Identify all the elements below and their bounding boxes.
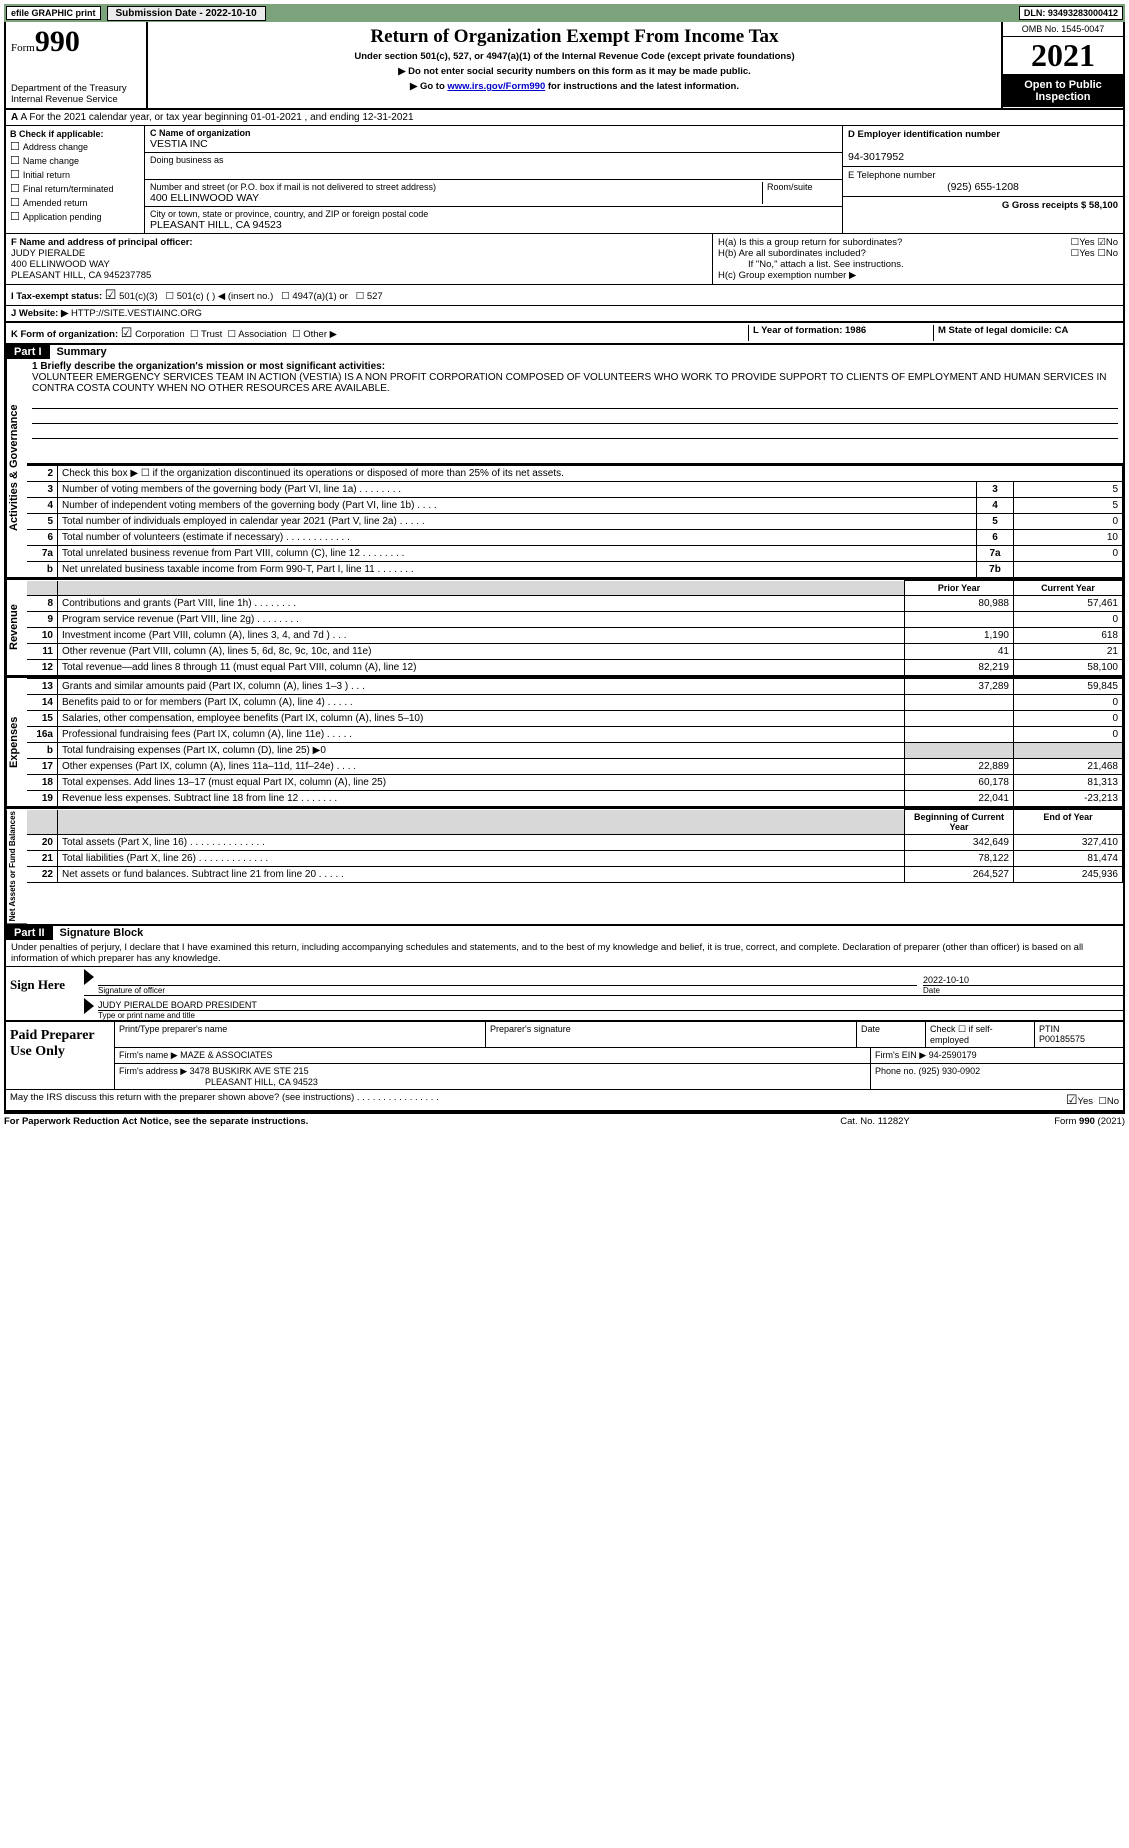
cat-number: Cat. No. 11282Y — [775, 1116, 975, 1127]
part-1-body-net: Net Assets or Fund Balances Beginning of… — [6, 807, 1123, 924]
org-name: VESTIA INC — [150, 138, 837, 150]
ein-value: 94-3017952 — [848, 151, 904, 163]
page-footer: For Paperwork Reduction Act Notice, see … — [4, 1114, 1125, 1129]
paid-preparer-block: Paid Preparer Use Only Print/Type prepar… — [6, 1020, 1123, 1089]
revenue-table: Prior Year Current Year 8Contributions a… — [27, 580, 1123, 676]
col-c-org-info: C Name of organization VESTIA INC Doing … — [145, 126, 842, 233]
chk-corp[interactable]: ☑ — [121, 325, 133, 340]
row-a-tax-year: A A For the 2021 calendar year, or tax y… — [6, 110, 1123, 126]
org-address: 400 ELLINWOOD WAY — [150, 192, 762, 204]
org-city: PLEASANT HILL, CA 94523 — [150, 219, 837, 231]
arrow-icon — [84, 998, 94, 1014]
chk-final[interactable]: Final return/terminated — [10, 182, 140, 195]
top-bar: efile GRAPHIC print Submission Date - 20… — [4, 4, 1125, 22]
form-prefix: Form — [11, 42, 35, 54]
firm-address: 3478 BUSKIRK AVE STE 215 — [190, 1066, 309, 1076]
side-revenue: Revenue — [6, 580, 27, 676]
col-d-e-g: D Employer identification number 94-3017… — [842, 126, 1123, 233]
chk-name[interactable]: Name change — [10, 154, 140, 167]
omb-number: OMB No. 1545-0047 — [1003, 22, 1123, 37]
state-domicile: M State of legal domicile: CA — [938, 325, 1068, 336]
row-j-website: J Website: ▶ HTTP://SITE.VESTIAINC.ORG — [6, 305, 1123, 321]
irs-label: Internal Revenue Service — [11, 94, 141, 105]
tax-year: 2021 — [1003, 37, 1123, 75]
netassets-table: Beginning of Current Year End of Year 20… — [27, 809, 1123, 883]
open-public-badge: Open to Public Inspection — [1003, 75, 1123, 107]
discuss-yesno[interactable]: ☑Yes ☐No — [1066, 1092, 1119, 1108]
row-f-h: F Name and address of principal officer:… — [6, 233, 1123, 284]
sign-here-row: Sign Here Signature of officer 2022-10-1… — [6, 966, 1123, 1020]
ptin-value: P00185575 — [1039, 1034, 1085, 1044]
form-header: Form990 Department of the Treasury Inter… — [6, 22, 1123, 110]
chk-application[interactable]: Application pending — [10, 210, 140, 223]
mission-box: 1 Briefly describe the organization's mi… — [27, 359, 1123, 465]
side-governance: Activities & Governance — [6, 359, 27, 578]
row-i-tax-status: I Tax-exempt status: ☑ 501(c)(3) ☐ 501(c… — [6, 284, 1123, 305]
efile-label: efile GRAPHIC print — [6, 6, 101, 20]
header-center: Return of Organization Exempt From Incom… — [148, 22, 1001, 108]
side-expenses: Expenses — [6, 678, 27, 807]
paid-prep-label: Paid Preparer Use Only — [6, 1022, 115, 1089]
firm-phone: Phone no. (925) 930-0902 — [871, 1064, 1123, 1089]
form-container: Form990 Department of the Treasury Inter… — [4, 22, 1125, 1114]
sig-date: 2022-10-10 — [923, 975, 1123, 985]
part-1-body-rev: Revenue Prior Year Current Year 8Contrib… — [6, 578, 1123, 676]
arrow-icon — [84, 969, 94, 985]
chk-initial[interactable]: Initial return — [10, 168, 140, 181]
officer-printed-name: JUDY PIERALDE BOARD PRESIDENT — [98, 1000, 1123, 1010]
principal-officer: F Name and address of principal officer:… — [6, 234, 713, 284]
group-return: H(a) Is this a group return for subordin… — [713, 234, 1123, 284]
pra-notice: For Paperwork Reduction Act Notice, see … — [4, 1116, 308, 1127]
row-k-l-m: K Form of organization: ☑ Corporation ☐ … — [6, 321, 1123, 343]
submission-date-button[interactable]: Submission Date - 2022-10-10 — [107, 6, 266, 21]
telephone: (925) 655-1208 — [848, 181, 1118, 193]
sign-here-label: Sign Here — [6, 967, 84, 1020]
header-left: Form990 Department of the Treasury Inter… — [6, 22, 148, 108]
gross-receipts: G Gross receipts $ 58,100 — [1002, 200, 1118, 211]
main-info: B Check if applicable: Address change Na… — [6, 126, 1123, 233]
part-1-body-gov: Activities & Governance 1 Briefly descri… — [6, 359, 1123, 578]
form-id-footer: Form 990 (2021) — [975, 1116, 1125, 1127]
irs-link[interactable]: www.irs.gov/Form990 — [447, 81, 545, 92]
form-title: Return of Organization Exempt From Incom… — [152, 26, 997, 48]
col-b-checkboxes: B Check if applicable: Address change Na… — [6, 126, 145, 233]
firm-ein: Firm's EIN ▶ 94-2590179 — [871, 1048, 1123, 1063]
chk-address[interactable]: Address change — [10, 140, 140, 153]
officer-name: JUDY PIERALDE — [11, 248, 85, 259]
chk-501c3[interactable]: ☑ — [105, 287, 117, 302]
expenses-table: 13Grants and similar amounts paid (Part … — [27, 678, 1123, 807]
firm-name: MAZE & ASSOCIATES — [180, 1050, 272, 1060]
mission-text: VOLUNTEER EMERGENCY SERVICES TEAM IN ACT… — [32, 372, 1118, 394]
side-netassets: Net Assets or Fund Balances — [6, 809, 27, 924]
form-number: 990 — [35, 25, 80, 58]
part-1-header: Part I Summary — [6, 343, 1123, 359]
form-note2: ▶ Go to www.irs.gov/Form990 for instruct… — [152, 81, 997, 92]
form-note1: ▶ Do not enter social security numbers o… — [152, 66, 997, 77]
irs-discuss-row: May the IRS discuss this return with the… — [6, 1089, 1123, 1112]
governance-table: 2Check this box ▶ ☐ if the organization … — [27, 465, 1123, 578]
year-formation: L Year of formation: 1986 — [753, 325, 866, 336]
part-1-body-exp: Expenses 13Grants and similar amounts pa… — [6, 676, 1123, 807]
h-a-yesno[interactable]: ☐Yes ☑No — [1071, 237, 1118, 248]
chk-amended[interactable]: Amended return — [10, 196, 140, 209]
dept-treasury: Department of the Treasury — [11, 83, 141, 94]
dln-label: DLN: 93493283000412 — [1019, 6, 1123, 20]
website-url[interactable]: HTTP://SITE.VESTIAINC.ORG — [71, 308, 202, 319]
perjury-declaration: Under penalties of perjury, I declare th… — [6, 940, 1123, 966]
part-2-header: Part II Signature Block — [6, 924, 1123, 940]
header-right: OMB No. 1545-0047 2021 Open to Public In… — [1001, 22, 1123, 108]
form-subtitle: Under section 501(c), 527, or 4947(a)(1)… — [152, 51, 997, 62]
h-b-yesno[interactable]: ☐Yes ☐No — [1071, 248, 1118, 259]
